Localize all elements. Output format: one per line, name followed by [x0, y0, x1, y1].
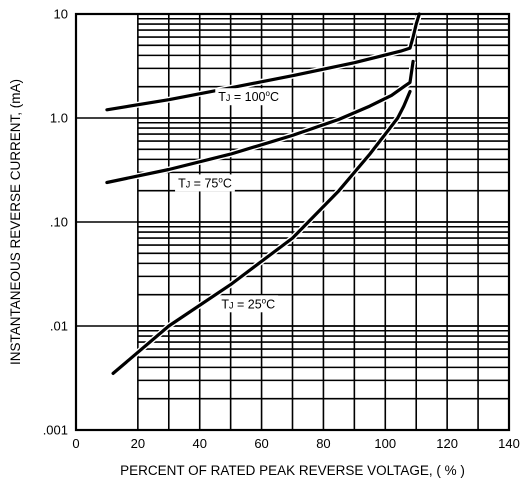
curve-label-2: TJ = 25oC	[221, 296, 275, 311]
curve-label-bg	[218, 295, 279, 313]
y-axis-title: INSTANTANEOUS REVERSE CURRENT, (mA)	[8, 79, 23, 365]
x-tick-labels: 0 20 40 60 80 100 120 140	[72, 436, 519, 451]
x-tick-label: 80	[316, 436, 330, 451]
x-tick-label: 0	[72, 436, 79, 451]
curve-labels: TJ = 100oC TJ = 75oC TJ = 25oC	[175, 88, 283, 313]
y-tick-label: .001	[43, 423, 68, 438]
y-tick-labels: 10 1.0 .10 .01 .001	[43, 7, 68, 438]
x-tick-label: 120	[436, 436, 458, 451]
curve-label-bg	[175, 174, 235, 192]
series-line-0	[105, 12, 421, 112]
curve-label-0: TJ = 100oC	[218, 89, 279, 104]
x-tick-label: 60	[254, 436, 268, 451]
y-tick-label: .10	[50, 215, 68, 230]
y-tick-label: 1.0	[50, 111, 68, 126]
y-tick-label: 10	[54, 7, 68, 22]
plot-frame	[74, 12, 511, 432]
x-tick-label: 140	[498, 436, 520, 451]
x-tick-label: 40	[192, 436, 206, 451]
curve-label-bg	[215, 88, 283, 106]
x-axis-title: PERCENT OF RATED PEAK REVERSE VOLTAGE, (…	[120, 463, 465, 478]
series-line-2	[111, 89, 412, 375]
series-line-1	[105, 59, 415, 185]
y-tick-label: .01	[50, 319, 68, 334]
curve-label-1: TJ = 75oC	[178, 175, 232, 190]
x-tick-label: 100	[374, 436, 396, 451]
curves	[105, 12, 423, 376]
x-tick-label: 20	[131, 436, 145, 451]
